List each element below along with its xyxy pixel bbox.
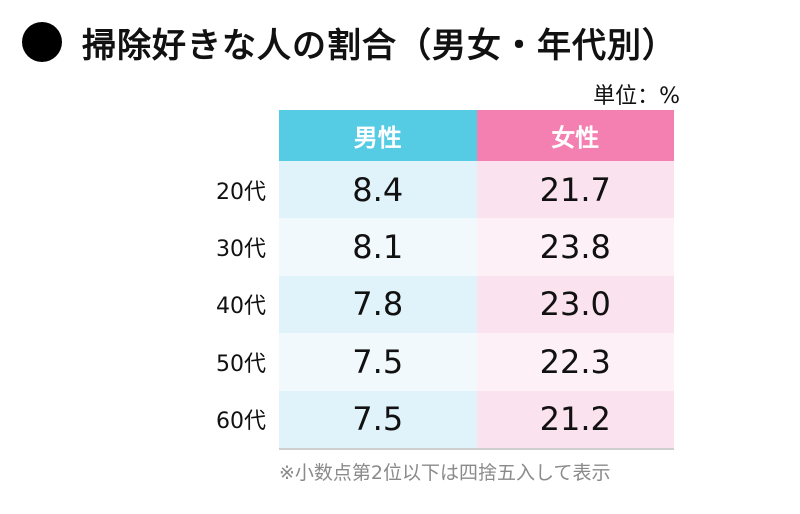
row-labels: 20代 30代 40代 50代 60代	[190, 161, 266, 448]
bullet-icon	[22, 22, 62, 62]
row-label-20s: 20代	[216, 179, 266, 205]
cell-male-30s: 8.1	[279, 218, 477, 276]
row-label-30s: 30代	[216, 237, 266, 263]
table-row: 8.4 21.7	[279, 161, 674, 219]
table-row: 7.8 23.0	[279, 275, 674, 334]
column-header-male: 男性	[279, 110, 477, 161]
cell-male-40s: 7.8	[279, 275, 477, 334]
unit-label: 単位：%	[593, 84, 680, 109]
footnote: ※小数点第2位以下は四捨五入して表示	[279, 462, 611, 484]
row-label-40s: 40代	[216, 294, 266, 320]
table-row: 8.1 23.8	[279, 218, 674, 276]
cell-female-50s: 22.3	[476, 333, 674, 391]
cell-male-20s: 8.4	[279, 161, 477, 219]
table-row: 7.5 21.2	[279, 390, 674, 448]
title-row: 掃除好きな人の割合（男女・年代別）	[22, 14, 677, 70]
data-table: 男性 女性 8.4 21.7 8.1 23.8 7.8 23.0 7.5 22.…	[279, 110, 674, 450]
cell-female-40s: 23.0	[476, 275, 674, 334]
cell-female-60s: 21.2	[476, 390, 674, 448]
row-label-60s: 60代	[216, 409, 266, 435]
table-row: 7.5 22.3	[279, 333, 674, 391]
cell-male-60s: 7.5	[279, 390, 477, 448]
cell-male-50s: 7.5	[279, 333, 477, 391]
chart-title: 掃除好きな人の割合（男女・年代別）	[82, 25, 677, 66]
row-label-50s: 50代	[216, 351, 266, 377]
column-header-female: 女性	[476, 110, 674, 161]
table-bottom-border	[279, 447, 674, 450]
cell-female-20s: 21.7	[476, 161, 674, 219]
cell-female-30s: 23.8	[476, 218, 674, 276]
table-header-row: 男性 女性	[279, 110, 674, 161]
